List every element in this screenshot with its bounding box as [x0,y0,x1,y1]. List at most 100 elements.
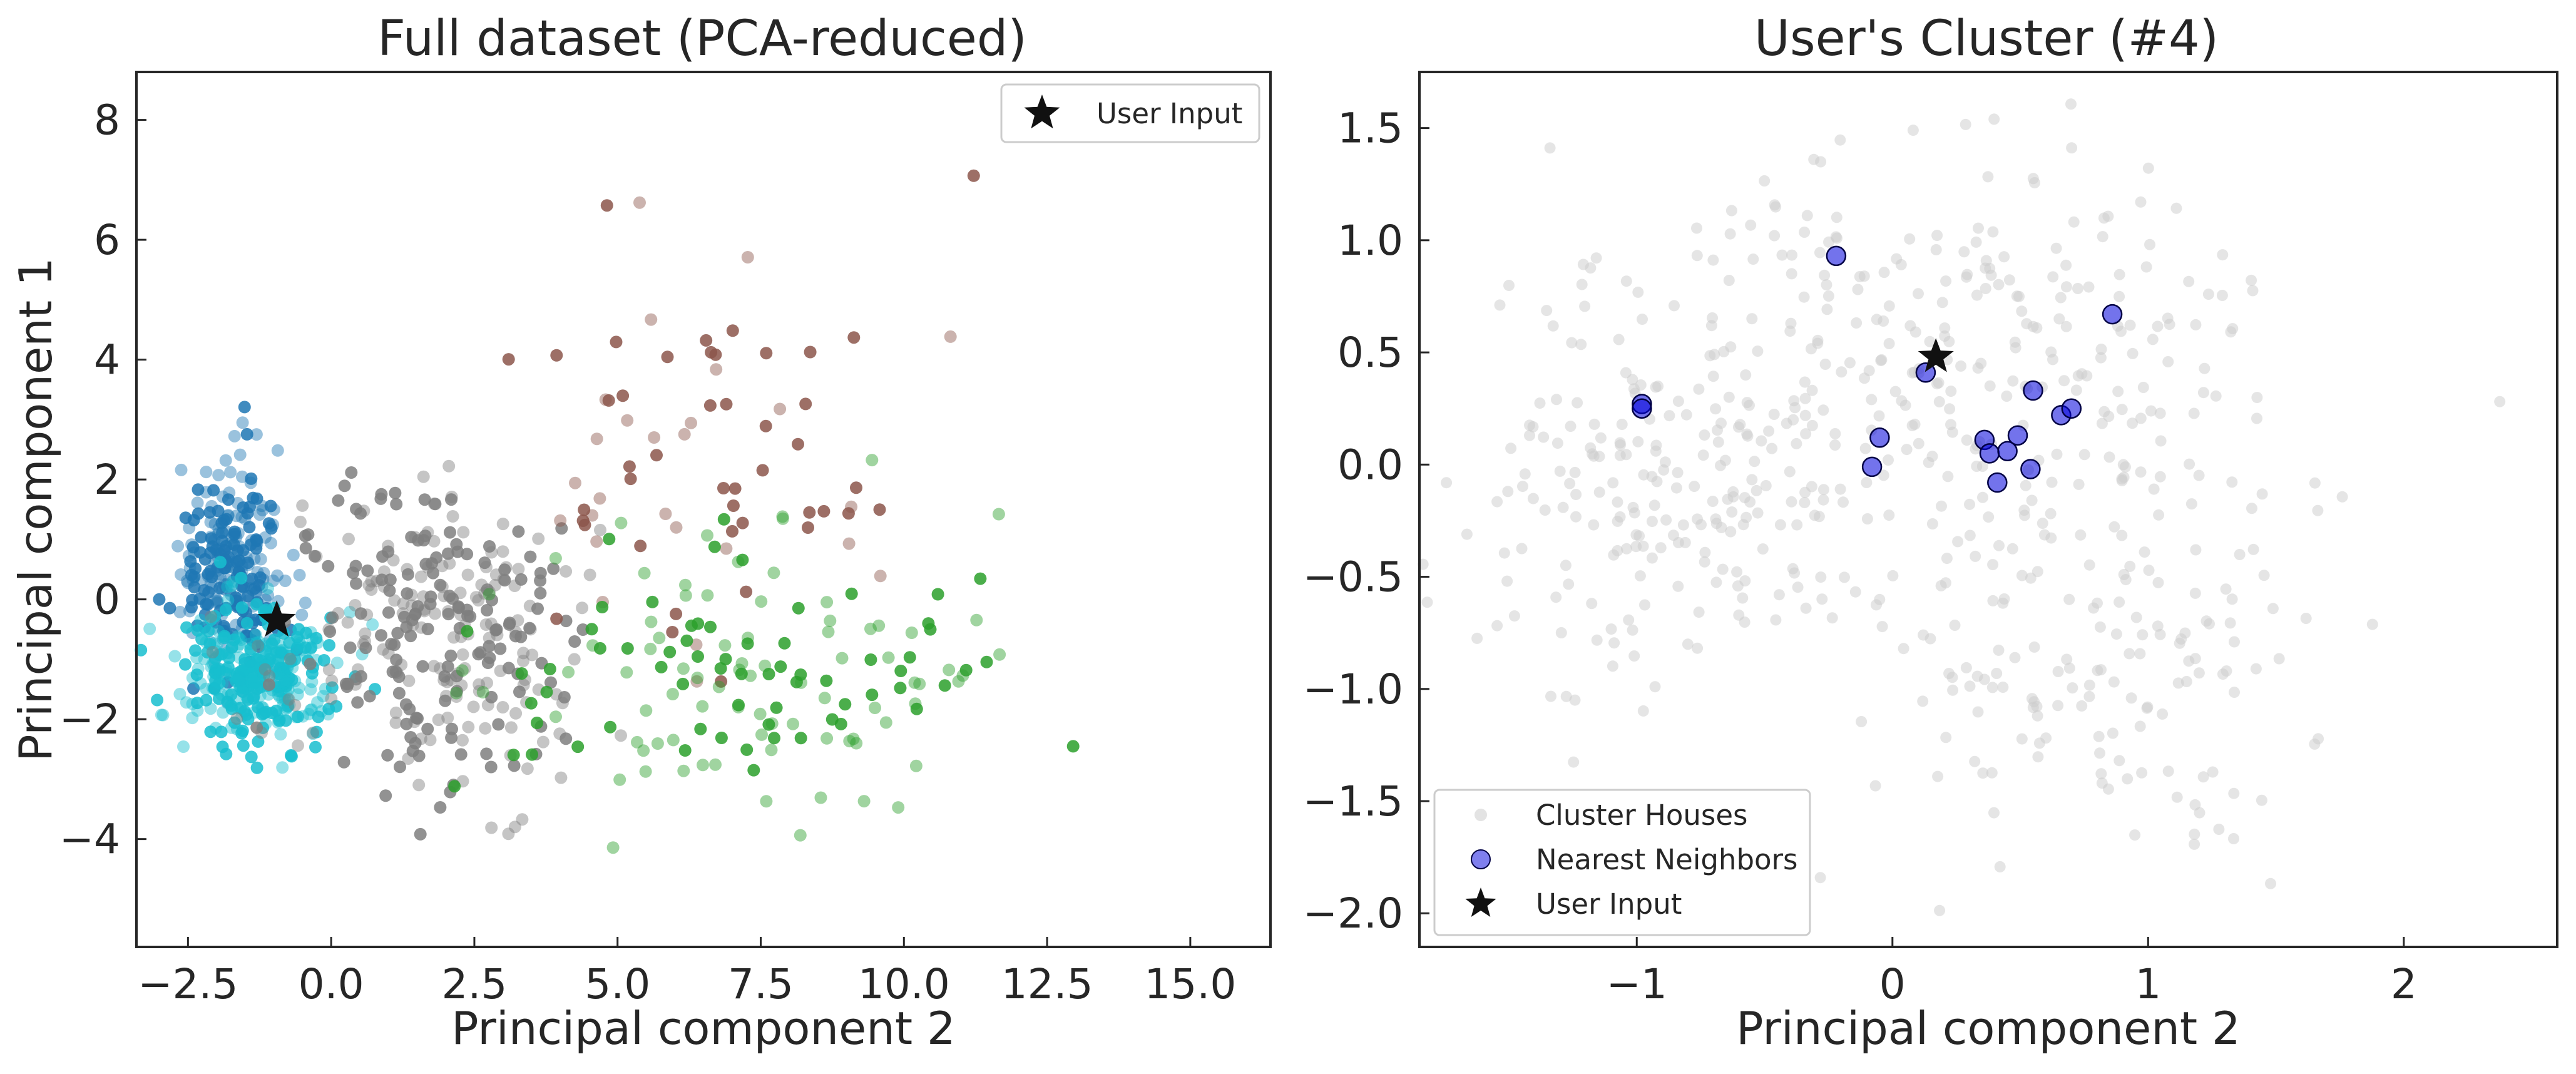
cluster-house-point [2229,636,2240,648]
cluster-house-point [1776,249,1788,261]
cluster-house-point [1707,496,1719,507]
data-point [740,743,754,756]
data-point [439,690,452,703]
data-point [363,690,376,703]
data-point [534,574,547,587]
data-point [864,622,877,635]
user-input-star [257,600,296,637]
data-point [395,658,408,672]
data-point [231,630,244,643]
left-legend-box [1000,83,1260,143]
cluster-house-point [2102,210,2114,222]
cluster-house-point [2116,473,2128,485]
data-point [820,674,833,687]
cluster-house-point [1555,627,1567,638]
cluster-house-point [2197,771,2209,783]
cluster-house-point [1975,357,1987,369]
data-point [249,628,262,642]
data-point [604,720,617,734]
data-point [191,704,204,717]
data-point [181,576,195,590]
data-point [439,694,452,707]
cluster-house-point [1985,269,1997,281]
left-legend-user-input-label: User Input [1096,97,1242,130]
data-point [262,582,274,595]
cluster-house-point [2113,755,2125,767]
data-point [839,698,852,711]
cluster-house-point [2170,202,2182,214]
data-point [486,593,498,606]
cluster-house-point [1689,481,1700,493]
cluster-house-point [1994,861,2006,872]
data-point [483,588,496,601]
cluster-house-point [1819,359,1831,370]
cluster-house-point [1588,418,1600,430]
left-axes-frame [135,71,1272,948]
data-point [376,573,389,586]
cluster-house-point [1717,563,1729,575]
cluster-house-point [2113,290,2125,302]
data-point [236,685,249,698]
data-point [776,510,789,523]
data-point [653,632,666,645]
data-point [794,732,807,745]
data-point [304,657,317,670]
data-point [677,662,690,675]
cluster-house-point [2153,509,2165,521]
cluster-house-point [2154,628,2166,640]
data-point [382,545,395,558]
data-point [513,685,526,698]
data-point [473,685,486,698]
cluster-house-point [2119,461,2131,473]
data-point [472,648,485,661]
data-point [394,760,406,774]
data-point [638,566,651,580]
cluster-house-point [1806,419,1818,431]
cluster-house-point [1986,682,1998,693]
data-point [359,627,372,640]
data-point [247,659,260,672]
cluster-house-point [1935,580,1947,591]
data-point [325,681,339,694]
cluster-house-point [1923,456,1935,468]
cluster-house-point [2009,652,2021,663]
x-tick-label: 2.5 [441,960,507,1008]
nearest-neighbor-point [1869,427,1890,448]
cluster-house-point [1517,481,1528,493]
data-point [213,581,227,595]
data-point [437,673,451,687]
data-point [824,614,837,627]
data-point [560,615,573,628]
cluster-house-point [1527,493,1539,504]
data-point [409,607,422,620]
data-point [430,551,443,564]
data-point [198,553,212,566]
data-point [850,481,862,494]
cluster-house-point [2045,508,2057,519]
data-point [843,735,856,748]
data-point [225,641,238,654]
data-point [391,667,404,680]
cluster-house-point [1964,498,1975,510]
cluster-house-point [2065,98,2077,110]
cluster-house-point [1821,304,1833,315]
cluster-house-point [1977,491,1988,503]
cluster-house-point [2047,354,2058,366]
cluster-house-point [1637,540,1649,552]
cluster-house-point [1812,334,1824,346]
cluster-house-point [2140,261,2152,273]
cluster-house-point [1799,392,1811,404]
cluster-house-point [1620,275,1632,287]
data-point [712,680,725,693]
cluster-house-point [1524,429,1535,441]
cluster-house-point [2188,407,2200,419]
data-point [153,593,166,606]
cluster-house-point [1972,706,1984,718]
data-point [760,347,773,360]
right-legend: Cluster Houses Nearest Neighbors User In… [1433,789,1811,936]
data-point [980,655,993,668]
data-point [219,454,232,467]
cluster-house-point [1946,426,1958,438]
cluster-house-point [1801,210,1813,222]
cluster-house-point [2145,405,2157,417]
